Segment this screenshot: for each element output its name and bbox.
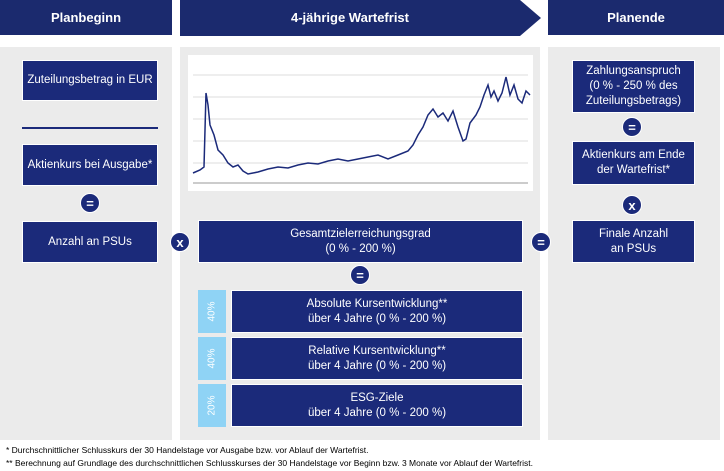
weight-tab: 40% bbox=[198, 290, 226, 333]
footnote: * Durchschnittlicher Schlusskurs der 30 … bbox=[6, 445, 369, 455]
weight-tab: 20% bbox=[198, 384, 226, 427]
box: Aktienkurs bei Ausgabe* bbox=[22, 144, 158, 186]
footnote: ** Berechnung auf Grundlage des durchsch… bbox=[6, 458, 533, 468]
operator: = bbox=[531, 232, 551, 252]
header-left: Planbeginn bbox=[0, 0, 172, 35]
operator: = bbox=[80, 193, 100, 213]
box: ESG-Ziele über 4 Jahre (0 % - 200 %) bbox=[231, 384, 523, 427]
box: Relative Kursentwicklung** über 4 Jahre … bbox=[231, 337, 523, 380]
weight: 20% bbox=[206, 395, 218, 416]
box: Aktienkurs am Ende der Wartefrist* bbox=[572, 141, 695, 185]
box: Absolute Kursentwicklung** über 4 Jahre … bbox=[231, 290, 523, 333]
box: Anzahl an PSUs bbox=[22, 221, 158, 263]
operator: = bbox=[622, 117, 642, 137]
separator bbox=[22, 127, 158, 129]
box: Zahlungsanspruch (0 % - 250 % des Zuteil… bbox=[572, 60, 695, 113]
weight-tab: 40% bbox=[198, 337, 226, 380]
header-arrow bbox=[180, 0, 541, 36]
weight: 40% bbox=[206, 301, 218, 322]
weight: 40% bbox=[206, 348, 218, 369]
operator: x bbox=[622, 195, 642, 215]
operator: x bbox=[170, 232, 190, 252]
header-middle: 4-jährige Wartefrist bbox=[291, 10, 409, 25]
box: Gesamtzielerreichungsgrad (0 % - 200 %) bbox=[198, 220, 523, 263]
header-right: Planende bbox=[548, 0, 724, 35]
stock-chart bbox=[188, 55, 533, 191]
box: Finale Anzahl an PSUs bbox=[572, 220, 695, 263]
operator: = bbox=[350, 265, 370, 285]
box: Zuteilungsbetrag in EUR bbox=[22, 60, 158, 101]
